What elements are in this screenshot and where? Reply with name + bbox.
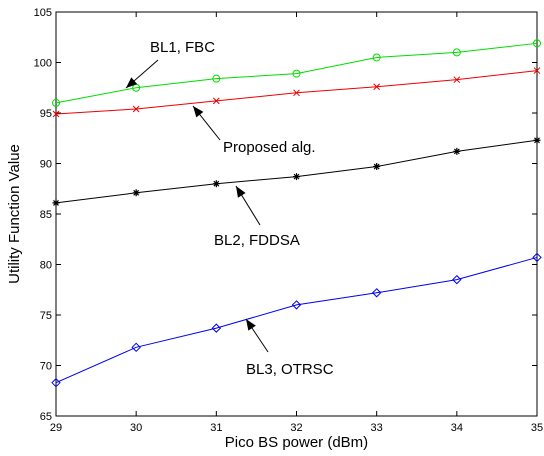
- annotation-arrowhead: [193, 106, 204, 118]
- annotation-label: BL3, OTRSC: [246, 361, 334, 378]
- data-point: [211, 323, 222, 333]
- annotation-arrowhead: [126, 77, 138, 88]
- data-point: [52, 199, 60, 207]
- plot-area: [55, 11, 538, 417]
- y-tick-label: 100: [34, 58, 52, 70]
- x-tick-label: 32: [290, 422, 302, 434]
- series-line-4: [55, 256, 538, 384]
- data-point: [371, 288, 382, 298]
- data-point: [533, 67, 541, 74]
- data-point: [533, 39, 541, 48]
- annotation-arrowhead: [246, 319, 256, 331]
- data-point: [373, 163, 381, 171]
- axis-ticks: 29 30 31 32 33 34 35 65 70 75 80 85 90 95 100 105: [34, 7, 543, 434]
- x-tick-label: 33: [371, 422, 383, 434]
- annotation-arrowhead: [236, 186, 246, 198]
- annotation-label: BL1, FBC: [150, 39, 215, 56]
- data-point: [132, 189, 140, 197]
- y-tick-label: 105: [34, 7, 52, 19]
- x-tick-label: 31: [210, 422, 222, 434]
- y-tick-label: 85: [40, 209, 52, 221]
- data-point: [372, 53, 381, 62]
- x-tick-label: 35: [531, 422, 543, 434]
- data-point: [453, 147, 461, 155]
- data-point: [373, 83, 381, 91]
- x-axis-label: Pico BS power (dBm): [225, 434, 368, 451]
- y-axis-label: Utility Function Value: [6, 144, 23, 284]
- data-point: [212, 180, 220, 188]
- x-tick-label: 30: [130, 422, 142, 434]
- data-point: [292, 69, 301, 78]
- x-tick-label: 34: [451, 422, 463, 434]
- y-tick-label: 80: [40, 260, 52, 272]
- data-point: [532, 252, 542, 263]
- data-point: [132, 105, 140, 113]
- data-point: [452, 274, 462, 285]
- data-point: [52, 110, 60, 118]
- series-markers: [51, 39, 542, 388]
- data-point: [452, 48, 461, 57]
- data-point: [291, 300, 302, 310]
- data-point: [293, 173, 300, 181]
- y-tick-label: 75: [40, 310, 52, 322]
- series-line-1: [55, 42, 538, 104]
- data-point: [212, 74, 221, 83]
- annotation-label: BL2, FDDSA: [214, 232, 300, 249]
- data-point: [453, 76, 461, 84]
- data-point: [131, 342, 141, 353]
- data-point: [51, 377, 61, 388]
- y-tick-label: 90: [40, 159, 52, 171]
- x-tick-label: 29: [50, 422, 62, 434]
- y-tick-label: 70: [40, 361, 52, 373]
- annotations: BL1, FBC Proposed alg. BL2, FDDSA BL3, OTRS…: [125, 39, 334, 378]
- data-point: [293, 89, 300, 97]
- data-point: [533, 136, 541, 144]
- annotation-label: Proposed alg.: [223, 139, 316, 156]
- y-tick-label: 95: [40, 108, 52, 120]
- y-tick-label: 65: [40, 411, 52, 423]
- data-point: [212, 97, 220, 105]
- data-point: [52, 98, 60, 107]
